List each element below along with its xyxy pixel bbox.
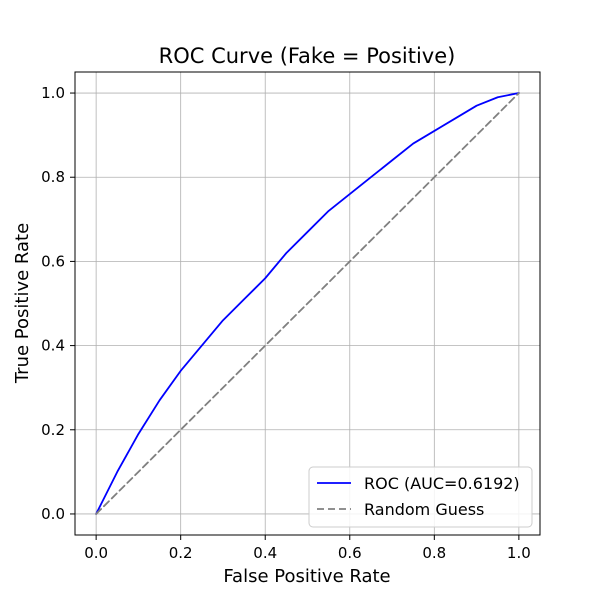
- y-tick-label: 1.0: [41, 84, 65, 102]
- x-axis-title: False Positive Rate: [223, 566, 390, 587]
- random-guess-line: [95, 92, 520, 515]
- y-tick-label: 0.2: [41, 421, 65, 439]
- legend-roc-label: ROC (AUC=0.6192): [364, 474, 520, 493]
- grid: [75, 72, 540, 535]
- x-tick-label: 0.0: [84, 544, 108, 562]
- x-tick-label: 1.0: [507, 544, 531, 562]
- legend: ROC (AUC=0.6192) Random Guess: [308, 466, 533, 528]
- x-tick-label: 0.2: [169, 544, 193, 562]
- roc-curve-line: [95, 92, 520, 515]
- plot-lines: [95, 92, 520, 515]
- y-tick-label: 0.8: [41, 168, 65, 186]
- plot-frame: [74, 71, 541, 536]
- ticks: 0.0 0.2 0.4 0.6 0.8 1.0 0.0 0.2 0.4 0.6 0.8 1.0: [41, 84, 531, 562]
- chart-title: ROC Curve (Fake = Positive): [159, 44, 456, 68]
- y-axis-title: True Positive Rate: [12, 223, 33, 384]
- y-tick-label: 0.6: [41, 252, 65, 270]
- legend-box: [308, 466, 533, 528]
- x-tick-label: 0.8: [422, 544, 446, 562]
- x-tick-label: 0.6: [338, 544, 362, 562]
- x-tick-label: 0.4: [253, 544, 277, 562]
- y-tick-label: 0.4: [41, 337, 65, 355]
- legend-random-label: Random Guess: [364, 500, 484, 519]
- y-tick-label: 0.0: [41, 505, 65, 523]
